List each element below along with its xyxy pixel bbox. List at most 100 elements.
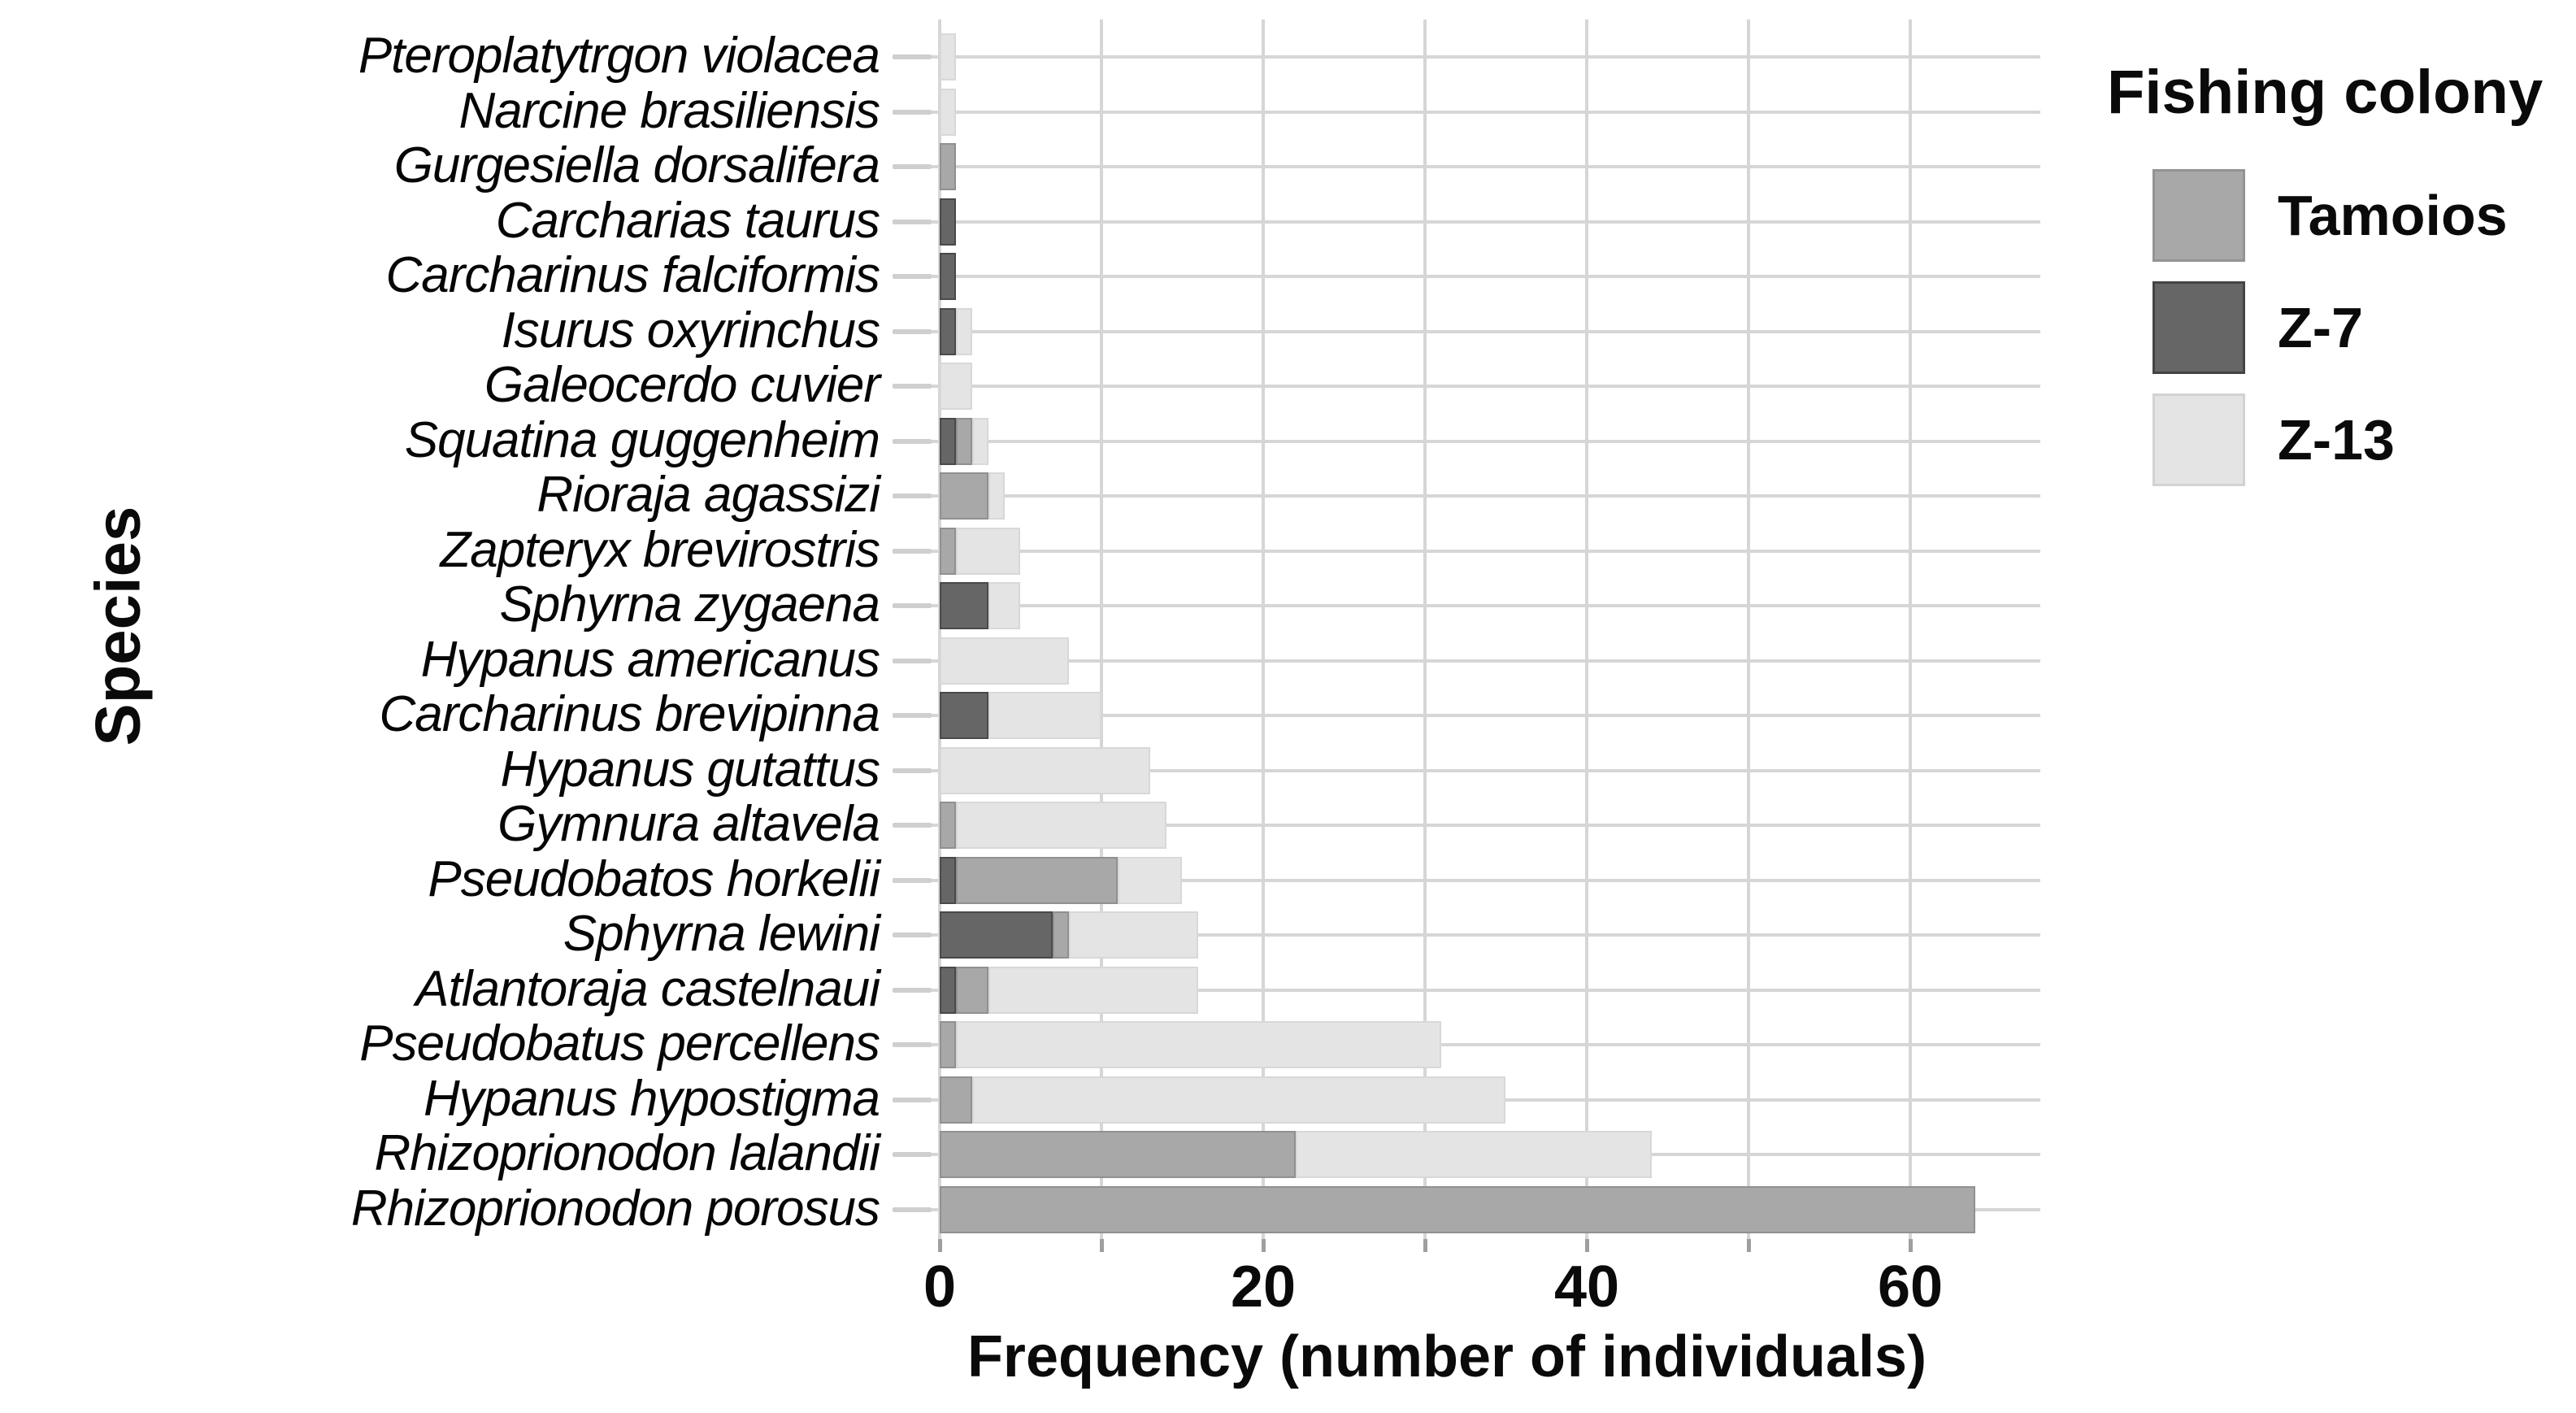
bar-segment-z-7 — [940, 198, 956, 246]
species-label: Narcine brasiliensis — [458, 82, 880, 139]
species-label: Isurus oxyrinchus — [501, 302, 880, 359]
y-axis-title-text: Species — [81, 506, 154, 746]
gridline-vertical — [938, 20, 941, 1239]
species-label: Zapteryx brevirostris — [440, 521, 880, 578]
gridline-horizontal — [909, 988, 2040, 992]
gridline-horizontal — [909, 933, 2040, 937]
x-tick-mark — [1585, 1239, 1589, 1252]
legend-label-tamoios: Tamoios — [2278, 184, 2508, 247]
bar-segment-z-13 — [955, 1021, 1441, 1068]
species-label: Hypanus gutattus — [500, 741, 880, 798]
species-label: Gymnura altavela — [497, 796, 880, 853]
species-label: Rhizoprionodon porosus — [350, 1180, 880, 1237]
y-tick-mark — [893, 603, 932, 608]
bar-segment-z-7 — [940, 417, 956, 465]
gridline-horizontal — [909, 1043, 2040, 1046]
y-tick-mark — [893, 438, 932, 444]
gridline-horizontal — [909, 714, 2040, 717]
bar-segment-tamoios — [940, 527, 956, 575]
species-label: Galeocerdo cuvier — [484, 357, 880, 414]
y-tick-mark — [893, 1097, 932, 1102]
species-label: Pseudobatus percellens — [359, 1015, 880, 1072]
y-tick-mark — [893, 274, 932, 279]
gridline-horizontal — [909, 329, 2040, 333]
species-label: Carcharias taurus — [495, 192, 880, 249]
bar-segment-tamoios — [940, 1021, 956, 1068]
x-tick-mark — [1423, 1239, 1427, 1252]
y-tick-mark — [893, 1042, 932, 1047]
legend-swatch-z-7 — [2152, 281, 2245, 374]
gridline-horizontal — [909, 824, 2040, 827]
y-tick-mark — [893, 164, 932, 169]
y-tick-mark — [893, 877, 932, 883]
bar-segment-z-13 — [988, 582, 1021, 629]
bar-segment-tamoios — [940, 1131, 1296, 1178]
x-tick-mark — [938, 1239, 942, 1252]
x-tick-mark — [1909, 1239, 1913, 1252]
bar-segment-tamoios — [1053, 911, 1070, 959]
bar-segment-z-7 — [940, 856, 956, 904]
y-tick-mark — [893, 548, 932, 554]
x-tick-mark — [1100, 1239, 1104, 1252]
bar-segment-z-7 — [940, 966, 956, 1014]
species-label: Hypanus americanus — [420, 631, 880, 688]
bar-segment-z-7 — [940, 582, 988, 629]
gridline-horizontal — [909, 110, 2040, 114]
y-tick-mark — [893, 54, 932, 59]
bar-segment-tamoios — [955, 417, 972, 465]
bar-segment-z-7 — [940, 307, 956, 355]
bar-segment-z-13 — [955, 527, 1021, 575]
bar-segment-z-13 — [1069, 911, 1199, 959]
species-label: Squatina guggenheim — [404, 411, 880, 468]
bar-segment-tamoios — [940, 472, 988, 520]
x-tick-label: 0 — [923, 1254, 957, 1320]
gridline-vertical — [1100, 20, 1103, 1239]
species-label: Gurgesiella dorsalifera — [393, 137, 880, 194]
gridline-horizontal — [909, 604, 2040, 607]
gridline-vertical — [1909, 20, 1912, 1239]
legend-label-z-7: Z-7 — [2278, 296, 2363, 359]
species-label: Carcharinus brevipinna — [379, 686, 880, 743]
gridline-horizontal — [909, 275, 2040, 278]
y-tick-mark — [893, 933, 932, 937]
x-tick-label: 40 — [1553, 1254, 1620, 1320]
y-tick-mark — [893, 1152, 932, 1157]
y-tick-mark — [893, 713, 932, 718]
species-label: Carcharinus falciformis — [385, 247, 880, 304]
bar-segment-z-13 — [940, 33, 956, 80]
x-tick-mark — [1262, 1239, 1266, 1252]
legend-swatch-tamoios — [2152, 169, 2245, 262]
bar-segment-z-7 — [940, 253, 956, 300]
gridline-horizontal — [909, 659, 2040, 663]
gridline-vertical — [1747, 20, 1750, 1239]
x-tick-label: 60 — [1877, 1254, 1944, 1320]
bar-segment-z-13 — [1295, 1131, 1652, 1178]
bar-segment-z-13 — [940, 363, 972, 410]
legend-title: Fishing colony — [2107, 58, 2543, 127]
legend-label-z-13: Z-13 — [2278, 408, 2395, 472]
gridline-horizontal — [909, 220, 2040, 224]
bar-segment-tamoios — [955, 966, 988, 1014]
x-axis-title: Frequency (number of individuals) — [967, 1324, 1927, 1389]
bar-segment-tamoios — [940, 1076, 972, 1124]
y-tick-mark — [893, 658, 932, 663]
y-tick-mark — [893, 384, 932, 389]
bar-segment-z-13 — [988, 966, 1199, 1014]
bar-segment-z-13 — [940, 88, 956, 136]
y-tick-mark — [893, 1206, 932, 1212]
y-tick-mark — [893, 219, 932, 224]
y-tick-mark — [893, 109, 932, 115]
y-tick-mark — [893, 767, 932, 773]
species-label: Pseudobatos horkelii — [428, 850, 880, 907]
y-tick-mark — [893, 493, 932, 498]
gridline-horizontal — [909, 494, 2040, 498]
bar-segment-z-13 — [971, 1076, 1506, 1124]
species-label: Sphyrna lewini — [563, 906, 880, 963]
species-label: Hypanus hypostigma — [424, 1070, 880, 1127]
species-label: Atlantoraja castelnaui — [415, 960, 880, 1017]
bar-segment-z-7 — [940, 911, 1053, 959]
gridline-horizontal — [909, 549, 2040, 553]
bar-segment-tamoios — [940, 143, 956, 190]
bar-segment-tamoios — [940, 802, 956, 849]
bar-segment-z-13 — [955, 307, 972, 355]
